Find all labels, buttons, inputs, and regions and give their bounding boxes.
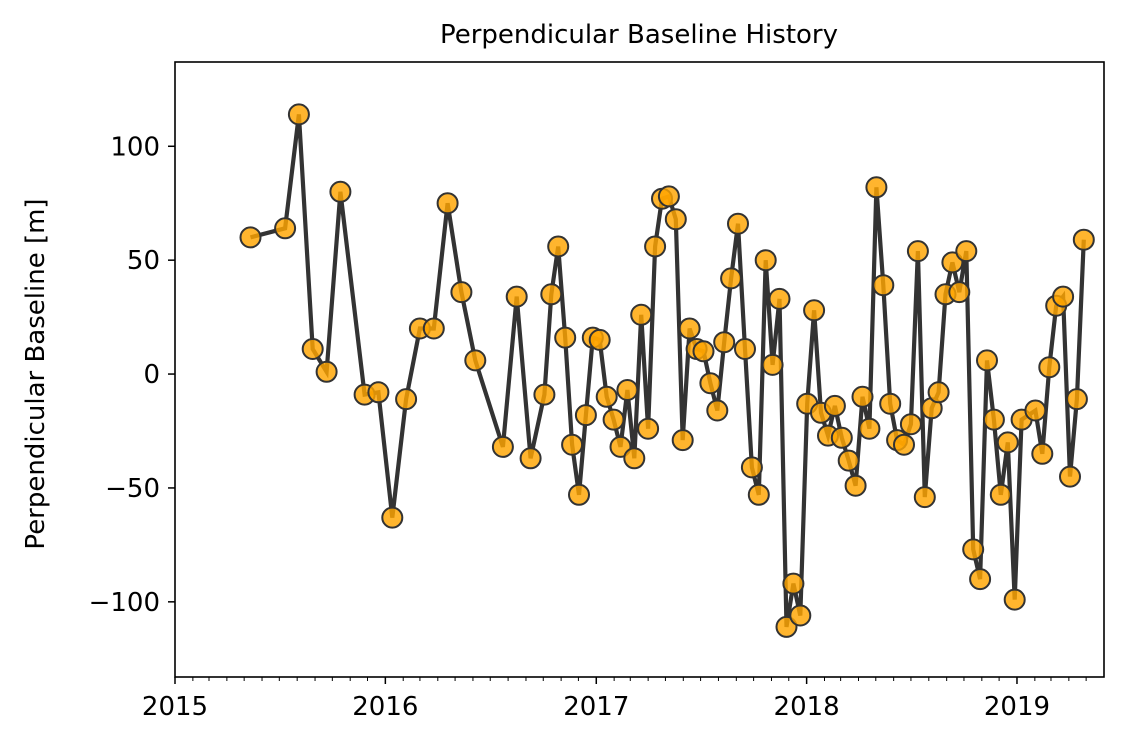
data-point (844, 474, 867, 497)
data-point (713, 331, 736, 354)
data-point (955, 240, 978, 263)
data-point (865, 176, 888, 199)
x-tick-label: 2016 (352, 692, 418, 722)
data-point (450, 281, 473, 304)
data-point (1052, 285, 1075, 308)
data-point (588, 328, 611, 351)
data-point (1072, 228, 1095, 251)
series-line (249, 114, 1086, 628)
data-point (948, 281, 971, 304)
data-point (554, 326, 577, 349)
y-tick-label: 100 (110, 132, 160, 162)
data-point (505, 285, 528, 308)
data-point (630, 303, 653, 326)
data-point (422, 317, 445, 340)
data-point (858, 417, 881, 440)
data-point (899, 413, 922, 436)
data-point (913, 486, 936, 509)
x-tick-label: 2017 (563, 692, 629, 722)
data-point (727, 212, 749, 235)
data-point (381, 506, 404, 529)
data-point (274, 217, 297, 240)
data-point (837, 449, 860, 472)
data-point (1059, 465, 1081, 488)
y-tick-label: −50 (105, 474, 160, 504)
data-point (1024, 399, 1047, 422)
data-point (962, 538, 985, 561)
data-point (976, 349, 998, 372)
data-point (1003, 588, 1026, 611)
data-point (519, 447, 542, 470)
data-point (329, 180, 352, 203)
data-point (602, 408, 625, 431)
data-point (734, 338, 756, 360)
data-point (540, 283, 563, 306)
data-point (657, 185, 680, 208)
data-point (740, 456, 763, 479)
chart-title: Perpendicular Baseline History (440, 20, 838, 50)
data-point (830, 426, 853, 449)
data-point (851, 385, 874, 408)
data-point (616, 379, 639, 401)
data-point (747, 483, 770, 506)
data-point (637, 417, 660, 440)
data-point (879, 392, 902, 415)
data-point (395, 388, 418, 411)
axis-ticks: −100 −50 0 50 100 2015 2016 2017 2018 2019 (89, 132, 1087, 722)
data-point (533, 383, 556, 406)
y-tick-label: 0 (143, 360, 160, 390)
data-point (706, 399, 729, 422)
data-point (287, 103, 310, 126)
data-point (367, 381, 390, 404)
data-point (678, 317, 701, 340)
data-point (315, 360, 338, 383)
data-point (1065, 388, 1088, 411)
data-point (595, 385, 618, 408)
data-point (699, 372, 722, 395)
x-tick-label: 2018 (774, 692, 840, 722)
data-point (692, 340, 715, 363)
data-point (969, 568, 992, 591)
data-point (893, 433, 915, 456)
data-point (644, 235, 667, 258)
series-line-path (249, 114, 1086, 628)
plot-frame (174, 61, 1105, 678)
y-tick-label: −100 (89, 588, 160, 618)
data-point (982, 408, 1005, 431)
data-point (761, 353, 784, 376)
data-point (768, 287, 791, 310)
x-tick-label: 2019 (984, 692, 1050, 722)
data-point (568, 483, 590, 506)
y-tick-label: 50 (127, 246, 160, 276)
data-point (720, 267, 743, 290)
data-point (927, 381, 950, 404)
data-point (823, 394, 846, 417)
data-point (574, 404, 597, 427)
data-point (1038, 356, 1061, 379)
data-point (491, 435, 514, 458)
data-point (301, 338, 324, 360)
data-point (803, 299, 826, 322)
data-point (561, 433, 584, 456)
data-markers (239, 103, 1095, 638)
data-point (547, 235, 570, 258)
data-point (906, 240, 929, 263)
data-point (664, 208, 687, 231)
data-point (1031, 442, 1054, 465)
data-point (872, 274, 895, 297)
x-tick-label: 2015 (142, 692, 208, 722)
data-point (754, 249, 777, 272)
data-point (239, 226, 262, 249)
data-point (996, 431, 1019, 454)
data-point (464, 349, 487, 372)
y-axis-label: Perpendicular Baseline [m] (21, 198, 51, 549)
data-point (436, 192, 459, 215)
data-point (989, 483, 1012, 506)
data-point (671, 429, 694, 452)
data-point (623, 447, 646, 470)
data-point (782, 572, 805, 595)
data-point (789, 604, 812, 627)
